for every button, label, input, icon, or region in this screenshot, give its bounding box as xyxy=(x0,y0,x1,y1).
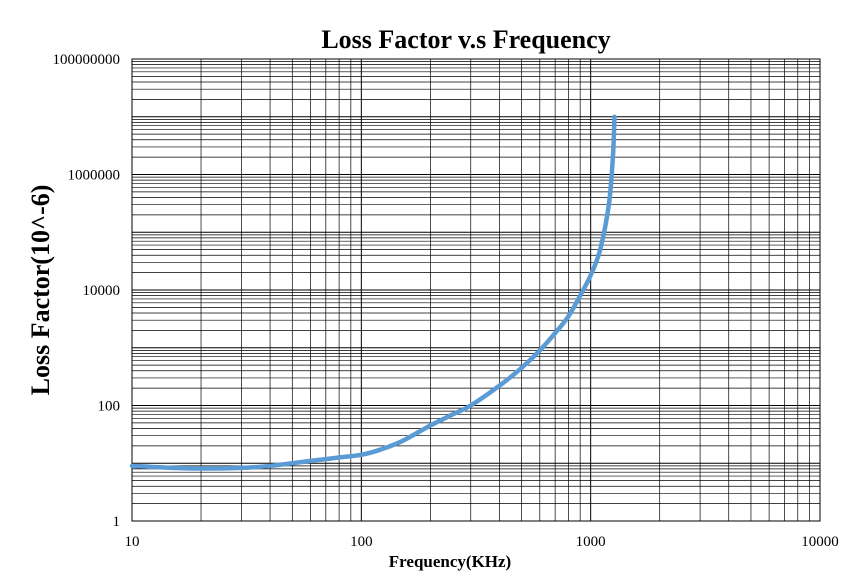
x-axis-label: Frequency(KHz) xyxy=(389,552,511,571)
x-tick-label: 10000 xyxy=(801,534,839,550)
plot-area-border xyxy=(131,58,821,522)
y-tick-label: 100000000 xyxy=(53,52,121,68)
series-group xyxy=(129,114,617,471)
grid-lines xyxy=(131,59,820,522)
y-axis-label: Loss Factor(10^-6) xyxy=(26,185,55,396)
y-tick-label: 1000000 xyxy=(68,168,121,184)
x-tick-labels: 10 100 1000 10000 xyxy=(125,534,839,550)
series-line-0 xyxy=(129,114,617,471)
x-tick-label: 100 xyxy=(350,534,373,550)
x-tick-label: 1000 xyxy=(576,534,606,550)
y-tick-labels: 1 100 10000 1000000 100000000 xyxy=(53,52,121,530)
chart-title: Loss Factor v.s Frequency xyxy=(321,25,610,54)
y-tick-label: 10000 xyxy=(83,283,121,299)
y-tick-label: 1 xyxy=(113,514,121,530)
y-tick-label: 100 xyxy=(98,399,121,415)
x-tick-label: 10 xyxy=(125,534,140,550)
